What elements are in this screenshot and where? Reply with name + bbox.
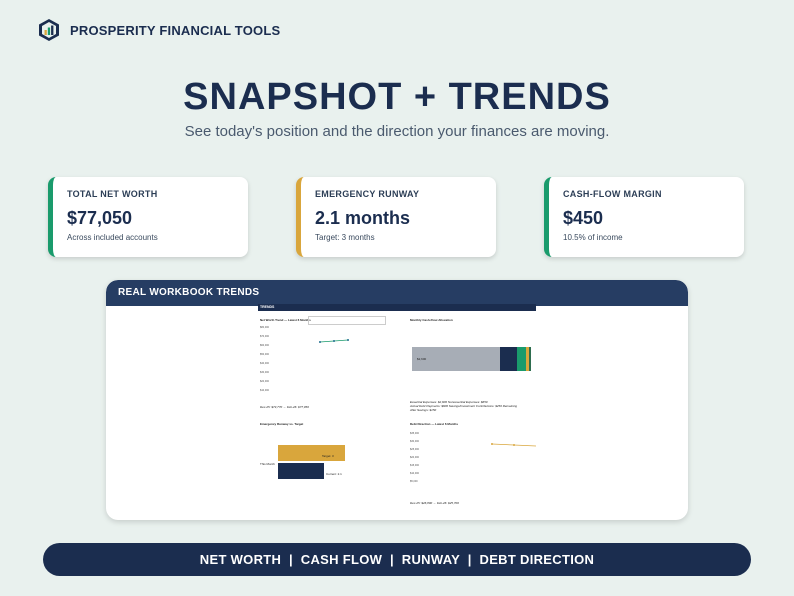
- y-tick-label: $10,000: [410, 472, 420, 475]
- brand-name: PROSPERITY FINANCIAL TOOLS: [70, 22, 281, 38]
- current-bar: [278, 463, 324, 479]
- card-value: $450: [563, 208, 604, 228]
- runway-target-label: Target: 3: [322, 454, 334, 458]
- runway-bar-chart: [278, 445, 345, 479]
- runway-row-label: This Month: [260, 462, 275, 466]
- debt-point: [513, 444, 515, 446]
- card-label: CASH-FLOW MARGIN: [563, 189, 662, 199]
- y-tick-label: $50,000: [260, 353, 270, 356]
- essential-expenses-segment: [412, 347, 500, 371]
- y-tick-label: $80,000: [260, 326, 270, 329]
- net-worth-point: [333, 340, 335, 342]
- chart-title-box: [308, 316, 386, 325]
- net-worth-point: [319, 341, 321, 343]
- page-subtitle: See today's position and the direction y…: [184, 123, 610, 140]
- y-tick-label: $40,000: [260, 362, 270, 365]
- cashflow-segment-label: $2,600: [417, 357, 427, 361]
- nonessential-expenses-segment: [500, 347, 517, 371]
- debt-point: [491, 443, 493, 445]
- card-emergency-runway: EMERGENCY RUNWAY 2.1 months Target: 3 mo…: [296, 177, 496, 257]
- workbook-header: REAL WORKBOOK TRENDS: [106, 280, 688, 306]
- brand: PROSPERITY FINANCIAL TOOLS: [38, 18, 280, 42]
- card-label: TOTAL NET WORTH: [67, 189, 158, 199]
- savings-segment: [526, 347, 529, 371]
- net-worth-chart-title: Net Worth Trend — Latest 6 Months: [260, 318, 311, 322]
- y-tick-label: $70,000: [260, 335, 270, 338]
- debt-payments-segment: [517, 347, 526, 371]
- footer-text: NET WORTH | CASH FLOW | RUNWAY | DEBT DI…: [199, 552, 595, 567]
- hexagon-bar-chart-icon: [39, 19, 59, 41]
- runway-current-label: Current: 2.1: [326, 472, 342, 476]
- net-worth-point: [347, 339, 349, 341]
- cashflow-footnote: After Savings: $150: [410, 408, 437, 412]
- card-note: Target: 3 months: [315, 233, 375, 242]
- net-worth-line-chart: $80,000 $70,000 $60,000 $50,000 $40,000 …: [260, 326, 349, 392]
- cashflow-stacked-bar: [412, 347, 531, 371]
- footer-banner: NET WORTH | CASH FLOW | RUNWAY | DEBT DI…: [43, 543, 751, 576]
- remaining-segment: [529, 347, 531, 371]
- workbook-panel: REAL WORKBOOK TRENDS TRENDS Net Worth Tr…: [106, 280, 688, 520]
- y-tick-label: $35,000: [410, 432, 420, 435]
- card-value: $77,050: [67, 208, 133, 228]
- cashflow-footnote: Essential Expenses: $2,600 Nonessential …: [410, 400, 488, 404]
- cashflow-chart-title: Monthly Cash-Flow Allocation: [410, 318, 453, 322]
- net-worth-footnote: Dec-25: $73,770 → Feb-26: $77,050: [260, 405, 309, 409]
- y-tick-label: $30,000: [410, 440, 420, 443]
- card-value: 2.1 months: [315, 208, 411, 228]
- cashflow-footnote: Actual Debt Payments: $600 Savings/Inves…: [410, 404, 518, 408]
- y-tick-label: $25,000: [410, 448, 420, 451]
- y-tick-label: $10,000: [260, 389, 270, 392]
- y-tick-label: $20,000: [260, 380, 270, 383]
- card-note: Across included accounts: [67, 233, 158, 242]
- card-note: 10.5% of income: [563, 233, 623, 242]
- page-title: SNAPSHOT + TRENDS: [183, 76, 611, 118]
- y-tick-label: $60,000: [260, 344, 270, 347]
- y-tick-label: $5,000: [410, 480, 418, 483]
- debt-chart-title: Debt Direction — Latest 6 Months: [410, 422, 459, 426]
- sheet-tab: TRENDS: [258, 304, 536, 311]
- workbook-sheet[interactable]: TRENDS Net Worth Trend — Latest 6 Months…: [258, 304, 536, 520]
- debt-line-chart: $35,000 $30,000 $25,000 $20,000 $15,000 …: [410, 432, 536, 483]
- y-tick-label: $30,000: [260, 371, 270, 374]
- target-bar: [278, 445, 345, 461]
- y-tick-label: $15,000: [410, 464, 420, 467]
- card-net-worth: TOTAL NET WORTH $77,050 Across included …: [48, 177, 248, 257]
- card-cash-flow-margin: CASH-FLOW MARGIN $450 10.5% of income: [544, 177, 744, 257]
- y-tick-label: $20,000: [410, 456, 420, 459]
- runway-chart-title: Emergency Runway vs. Target: [260, 422, 304, 426]
- debt-footnote: Dec-25: $26,800 → Feb-26: $25,700: [410, 501, 459, 505]
- card-label: EMERGENCY RUNWAY: [315, 189, 420, 199]
